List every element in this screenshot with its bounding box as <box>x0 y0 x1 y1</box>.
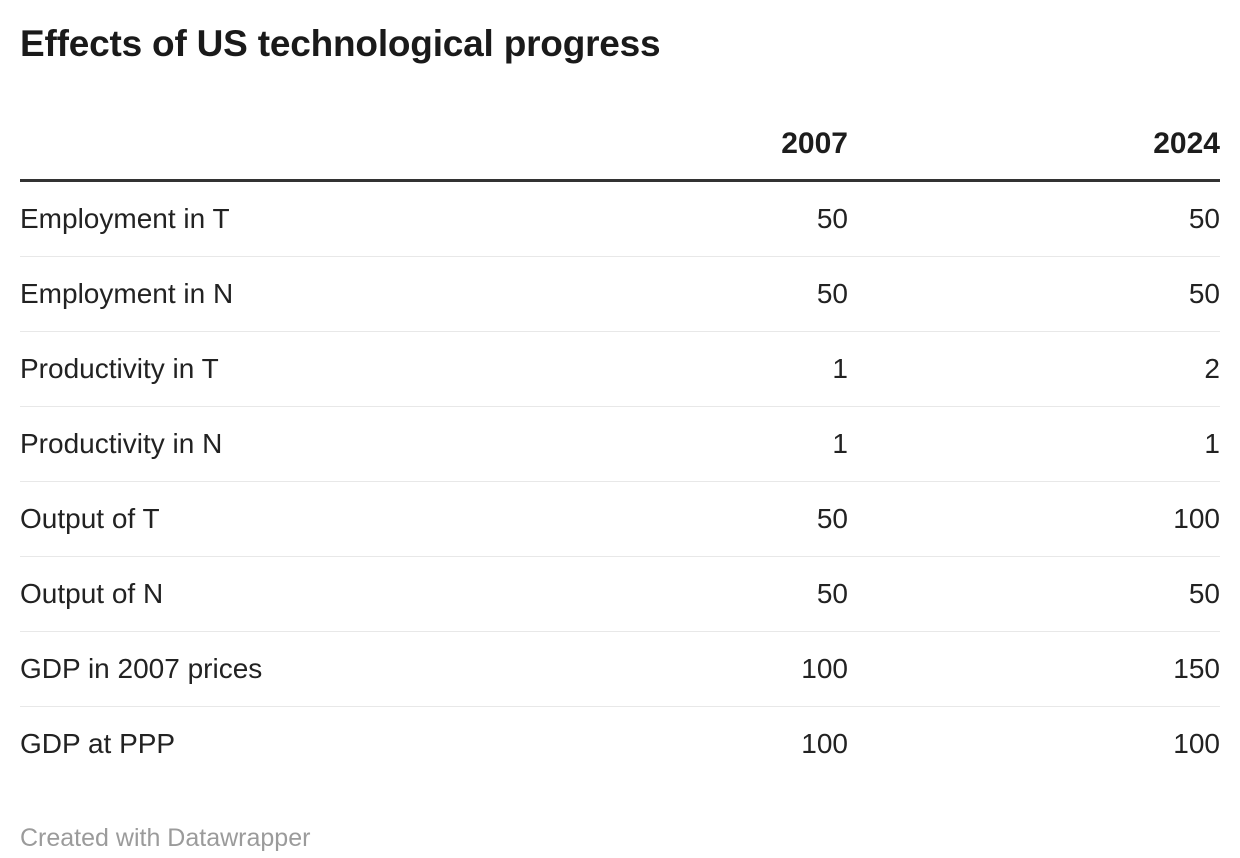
cell-value: 50 <box>848 556 1220 633</box>
row-label: Output of T <box>20 481 476 558</box>
table-row: Employment in N 50 50 <box>20 256 1220 333</box>
table-body: Employment in T 50 50 Employment in N 50 50 Pr… <box>20 180 1220 782</box>
data-table: 2007 2024 Employment in T 50 50 Employment i… <box>20 104 1220 781</box>
row-label: GDP at PPP <box>20 728 176 760</box>
row-label: GDP in 2007 prices <box>20 631 476 708</box>
column-header-2024: 2024 <box>848 104 1220 183</box>
cell-value: 100 <box>848 481 1220 558</box>
attribution-text: Created with Datawrapper <box>20 824 311 853</box>
cell-value: 1 <box>848 406 1220 483</box>
table-header: 2007 2024 <box>20 104 1220 183</box>
row-label: Productivity in N <box>20 406 476 483</box>
chart-title: Effects of US technological progress <box>20 23 661 64</box>
cell-value: 50 <box>848 256 1220 333</box>
table-row: Employment in T 50 50 <box>20 180 1220 258</box>
table-row: GDP in 2007 prices 100 150 <box>20 631 1220 708</box>
cell-value: 50 <box>476 556 848 633</box>
row-label: Productivity in T <box>20 331 476 408</box>
cell-value: 150 <box>848 631 1220 708</box>
row-label: Output of N <box>20 556 476 633</box>
column-header-label <box>20 104 476 183</box>
cell-value: 100 <box>801 728 848 760</box>
table-row: Output of N 50 50 <box>20 556 1220 633</box>
cell-value: 50 <box>476 481 848 558</box>
cell-value: 50 <box>848 180 1220 258</box>
row-label: Employment in N <box>20 256 476 333</box>
table-row: Output of T 50 100 <box>20 481 1220 558</box>
cell-value: 50 <box>476 256 848 333</box>
column-header-2007: 2007 <box>476 104 848 183</box>
table-header-row: 2007 2024 <box>20 104 1220 183</box>
cell-value: 100 <box>476 631 848 708</box>
cell-value: 1 <box>476 406 848 483</box>
cell-value: 1 <box>476 331 848 408</box>
cell-value: 100 <box>1173 728 1220 760</box>
table-row: GDP at PPP 100 100 <box>20 707 1220 782</box>
cell-value: 50 <box>476 180 848 258</box>
cell-value: 2 <box>848 331 1220 408</box>
row-label: Employment in T <box>20 180 476 258</box>
